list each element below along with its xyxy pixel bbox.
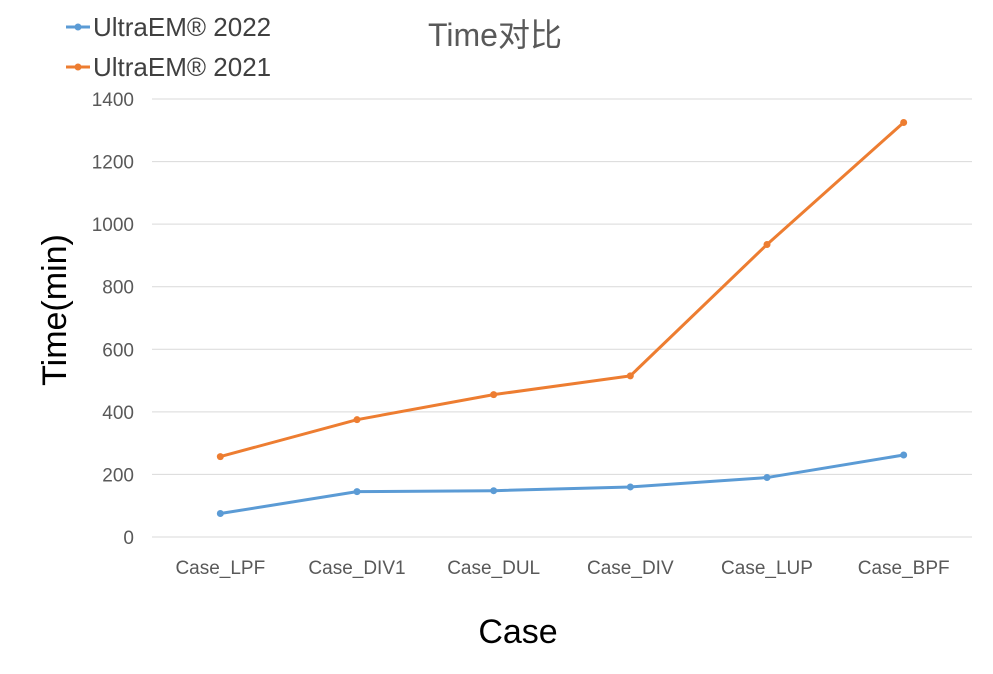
x-tick-label: Case_LUP (721, 558, 813, 579)
data-point (216, 453, 224, 461)
legend-marker-2021 (74, 63, 82, 71)
data-point (900, 451, 908, 459)
x-tick-label: Case_DUL (447, 558, 540, 579)
y-tick-label: 0 (123, 528, 134, 549)
legend-item-2021: UltraEM® 2021 (66, 52, 271, 82)
x-tick-label: Case_LPF (175, 558, 265, 579)
y-tick-label: 1400 (92, 90, 134, 111)
y-tick-label: 800 (102, 278, 134, 299)
y-tick-label: 600 (102, 340, 134, 361)
series-line (218, 120, 906, 459)
data-point (763, 474, 771, 482)
legend: UltraEM® 2022 UltraEM® 2021 (66, 12, 271, 82)
y-tick-label: 1000 (92, 215, 134, 236)
y-tick-label: 1200 (92, 153, 134, 174)
x-axis-tick-labels: Case_LPF Case_DIV1 Case_DUL Case_DIV Case_LU… (175, 558, 949, 579)
legend-label-2021: UltraEM® 2021 (93, 52, 271, 82)
data-point (900, 118, 908, 126)
series-layer (216, 118, 908, 518)
data-point (490, 487, 498, 495)
y-axis-title: Time(min) (36, 234, 74, 386)
data-point (353, 416, 361, 424)
legend-label-2022: UltraEM® 2022 (93, 12, 271, 42)
y-axis-tick-labels: 0 200 400 600 800 1000 1200 1400 (92, 90, 134, 549)
x-tick-label: Case_DIV (587, 558, 674, 579)
x-tick-label: Case_DIV1 (308, 558, 405, 579)
gridlines (152, 98, 972, 538)
series-1 (216, 118, 908, 461)
data-point (490, 391, 498, 399)
data-point (216, 510, 224, 518)
legend-item-2022: UltraEM® 2022 (66, 12, 271, 42)
data-point (626, 372, 634, 380)
series-0 (216, 451, 908, 518)
data-point (353, 488, 361, 496)
x-tick-label: Case_BPF (858, 558, 950, 579)
chart-title: Time对比 (428, 17, 562, 53)
x-axis-title: Case (478, 613, 557, 651)
y-tick-label: 200 (102, 465, 134, 486)
legend-marker-2022 (74, 23, 82, 31)
y-tick-label: 400 (102, 403, 134, 424)
series-line (218, 453, 906, 516)
data-point (626, 483, 634, 491)
data-point (763, 240, 771, 248)
